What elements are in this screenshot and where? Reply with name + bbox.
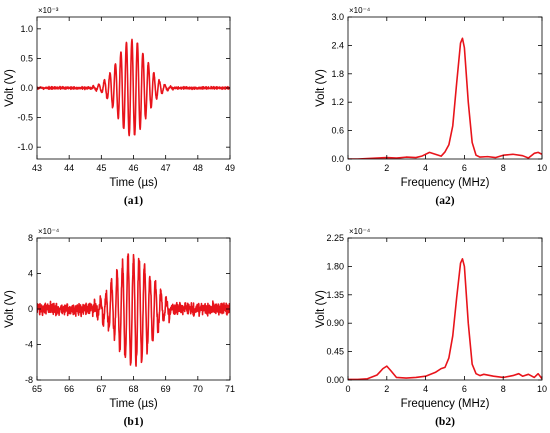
x-axis-label-a1: Time (µs) — [109, 177, 158, 189]
panel-label-a2: (a2) — [435, 195, 454, 207]
x-tick-label-b2-5: 10 — [537, 384, 547, 394]
panel-label-a1: (a1) — [124, 195, 143, 207]
y-tick-label-a2-0: 3.0 — [331, 12, 344, 22]
x-tick-label-b2-0: 0 — [345, 384, 350, 394]
x-tick-label-a2-0: 0 — [345, 163, 350, 173]
x-tick-label-a2-1: 2 — [384, 163, 389, 173]
y-tick-label-b2-4: 0.45 — [326, 347, 344, 357]
y-tick-label-a1-1: 0.5 — [20, 53, 33, 63]
y-tick-label-b2-1: 1.80 — [326, 261, 344, 271]
y-tick-label-b2-2: 1.35 — [326, 290, 344, 300]
y-tick-label-b1-4: -8 — [25, 375, 33, 385]
y-tick-label-a1-2: 0.0 — [20, 83, 33, 93]
x-tick-label-b1-5: 70 — [193, 384, 203, 394]
y-tick-label-b2-0: 2.25 — [326, 233, 344, 243]
x-tick-label-b2-1: 2 — [384, 384, 389, 394]
x-axis-label-b2: Frequency (MHz) — [401, 398, 490, 410]
y-axis-label-b2: Volt (V) — [315, 290, 327, 328]
series-line-a1-0 — [37, 38, 230, 137]
y-tick-label-b1-0: 8 — [28, 233, 33, 243]
x-tick-label-a2-5: 10 — [537, 163, 547, 173]
series-line-b2-0 — [348, 258, 542, 380]
x-tick-label-b2-2: 4 — [423, 384, 428, 394]
chart-panel-b2: 0 2 4 6 8 10 2.25 1.80 1.35 0.90 0.45 0.00 ×10⁻⁴ Freq… — [315, 227, 547, 428]
y-multiplier-a1: ×10⁻³ — [38, 6, 59, 15]
x-tick-label-b2-3: 6 — [462, 384, 467, 394]
x-tick-label-a2-4: 8 — [501, 163, 506, 173]
x-axis-label-a2: Frequency (MHz) — [401, 177, 490, 189]
x-tick-label-b1-3: 68 — [128, 384, 138, 394]
x-tick-label-a1-2: 45 — [96, 163, 106, 173]
y-axis-label-a1: Volt (V) — [4, 69, 16, 107]
chart-panel-b1: 65 66 67 68 69 70 71 8 4 0 -4 -8 ×10⁻⁴ Time (µs) Volt … — [4, 227, 235, 428]
panel-label-b1: (b1) — [124, 416, 144, 428]
x-tick-label-a2-3: 6 — [462, 163, 467, 173]
y-tick-label-b1-1: 4 — [28, 269, 33, 279]
x-tick-label-b1-2: 67 — [96, 384, 106, 394]
series-line-b1-0 — [37, 253, 230, 367]
x-tick-label-b1-1: 66 — [64, 384, 74, 394]
x-tick-label-a1-3: 46 — [128, 163, 138, 173]
y-multiplier-b2: ×10⁻⁴ — [349, 227, 371, 236]
y-tick-label-b1-3: -4 — [25, 340, 33, 350]
x-tick-label-a1-6: 49 — [225, 163, 235, 173]
plot-frame-a2 — [347, 16, 543, 160]
y-tick-label-b2-3: 0.90 — [326, 318, 344, 328]
y-axis-label-b1: Volt (V) — [4, 290, 16, 328]
y-tick-label-a2-2: 1.8 — [331, 69, 344, 79]
y-tick-label-b2-5: 0.00 — [326, 375, 344, 385]
y-tick-label-a2-3: 1.2 — [331, 97, 344, 107]
y-tick-label-a1-4: -1.0 — [17, 142, 33, 152]
x-tick-label-a1-4: 47 — [161, 163, 171, 173]
x-tick-label-a2-2: 4 — [423, 163, 428, 173]
y-tick-label-a1-0: 1.0 — [20, 24, 33, 34]
x-tick-label-b2-4: 8 — [501, 384, 506, 394]
y-tick-label-a1-3: -0.5 — [17, 113, 33, 123]
series-line-a2-0 — [348, 37, 542, 159]
x-tick-label-b1-0: 65 — [32, 384, 42, 394]
y-tick-label-a2-1: 2.4 — [331, 40, 344, 50]
y-multiplier-b1: ×10⁻⁴ — [38, 227, 60, 236]
x-tick-label-b1-4: 69 — [161, 384, 171, 394]
y-tick-label-a2-4: 0.6 — [331, 126, 344, 136]
x-tick-label-a1-0: 43 — [32, 163, 42, 173]
x-tick-label-a1-5: 48 — [193, 163, 203, 173]
x-axis-label-b1: Time (µs) — [109, 398, 158, 410]
y-axis-label-a2: Volt (V) — [315, 69, 327, 107]
chart-panel-a1: 43 44 45 46 47 48 49 1.0 0.5 0.0 -0.5 -1.0 ×10⁻³ Time… — [4, 6, 235, 207]
x-tick-label-b1-6: 71 — [225, 384, 235, 394]
y-tick-label-a2-5: 0.0 — [331, 154, 344, 164]
y-tick-label-b1-2: 0 — [28, 304, 33, 314]
panel-label-b2: (b2) — [435, 416, 455, 428]
x-tick-label-a1-1: 44 — [64, 163, 74, 173]
plot-frame-b2 — [347, 237, 543, 381]
y-multiplier-a2: ×10⁻⁴ — [349, 6, 371, 15]
chart-panel-a2: 0 2 4 6 8 10 3.0 2.4 1.8 1.2 0.6 0.0 ×10⁻⁴ Frequency … — [315, 6, 547, 207]
